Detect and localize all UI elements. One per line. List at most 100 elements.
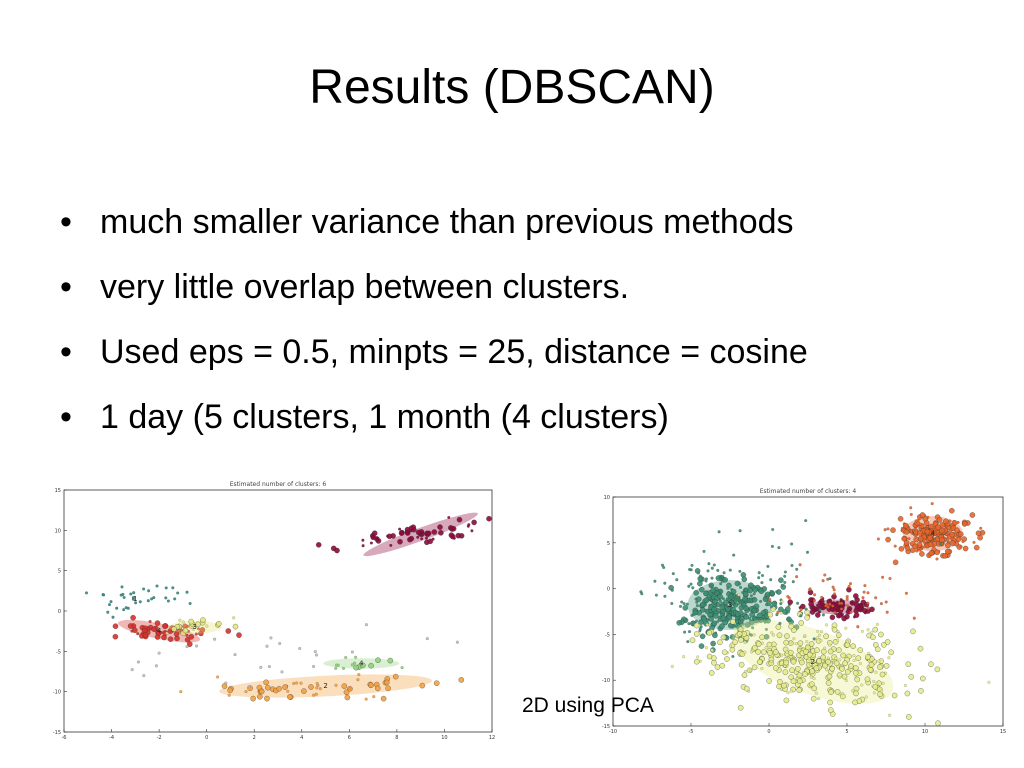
data-point [176, 591, 180, 595]
data-point [764, 646, 768, 649]
data-point [872, 626, 879, 633]
data-point [891, 692, 898, 699]
data-point [750, 650, 754, 654]
data-point [751, 664, 758, 671]
data-point [416, 535, 420, 539]
data-point [386, 533, 393, 540]
data-point [398, 530, 405, 536]
axes-frame [612, 496, 1004, 727]
data-point [184, 637, 191, 643]
data-point [738, 598, 742, 602]
data-point [766, 678, 772, 684]
data-point [820, 595, 824, 599]
data-point [354, 655, 358, 659]
data-point [884, 639, 891, 645]
data-point [698, 574, 702, 578]
data-point [171, 586, 175, 590]
data-point [455, 640, 459, 644]
data-point [799, 659, 805, 666]
x-tick-label: 0 [205, 735, 208, 741]
data-point [820, 648, 827, 655]
x-tick-label: 8 [395, 735, 398, 741]
data-point [178, 618, 182, 622]
data-point [723, 599, 729, 606]
data-point [753, 617, 759, 623]
data-point [864, 695, 868, 699]
data-point [164, 596, 168, 600]
data-point [661, 563, 664, 567]
data-point [749, 611, 755, 618]
data-point [816, 629, 820, 633]
data-point [350, 663, 354, 667]
data-point [676, 620, 682, 626]
data-point [820, 654, 826, 661]
data-point [962, 545, 969, 552]
data-point [720, 634, 727, 641]
y-tick-label: -10 [602, 678, 610, 684]
data-point [778, 577, 784, 583]
data-point [182, 627, 189, 634]
data-point [836, 647, 842, 653]
data-point [950, 523, 954, 527]
data-point [848, 663, 854, 669]
data-point [752, 645, 758, 651]
data-point [914, 519, 918, 523]
data-point [693, 658, 700, 665]
data-point [710, 576, 714, 580]
data-point [295, 681, 299, 685]
data-point [704, 646, 708, 650]
data-point [722, 577, 728, 583]
data-point [743, 650, 747, 654]
data-point [708, 670, 715, 676]
data-point [471, 519, 477, 526]
data-point [809, 609, 816, 615]
data-point [777, 546, 781, 550]
data-point [392, 673, 399, 680]
data-point [792, 637, 796, 641]
data-point [846, 586, 852, 593]
data-point [832, 588, 836, 592]
data-point [814, 647, 820, 653]
data-point [130, 629, 134, 633]
data-point [787, 599, 793, 605]
data-point [913, 536, 919, 543]
data-point [185, 633, 189, 637]
data-point [951, 520, 958, 526]
data-point [800, 603, 806, 610]
y-tick-label: 10 [604, 495, 610, 501]
data-point [397, 538, 403, 545]
data-point [424, 539, 430, 546]
data-point [760, 581, 764, 585]
data-point [225, 628, 232, 634]
data-point [840, 601, 844, 605]
data-point [841, 692, 844, 696]
data-point [865, 654, 871, 660]
data-point [120, 585, 124, 589]
data-point [282, 684, 288, 690]
data-point [692, 613, 695, 617]
data-point [790, 658, 797, 665]
data-point [806, 651, 813, 658]
data-point [853, 615, 856, 619]
data-point [663, 581, 667, 585]
data-point [930, 502, 934, 506]
data-point [755, 641, 762, 647]
data-point [419, 682, 426, 689]
data-point [744, 622, 751, 628]
data-point [334, 547, 340, 554]
data-point [715, 620, 719, 624]
data-point [844, 679, 848, 682]
data-point [205, 624, 209, 628]
data-point [368, 682, 374, 688]
data-point [804, 609, 810, 616]
data-point [375, 657, 381, 663]
data-point [906, 714, 912, 720]
data-point [912, 543, 918, 550]
data-point [315, 653, 318, 657]
data-point [738, 582, 741, 586]
data-point [726, 586, 730, 590]
data-point [360, 662, 366, 669]
data-point [788, 649, 794, 656]
data-point [823, 573, 827, 577]
plot-title: Estimated number of clusters: 6 [230, 481, 327, 488]
